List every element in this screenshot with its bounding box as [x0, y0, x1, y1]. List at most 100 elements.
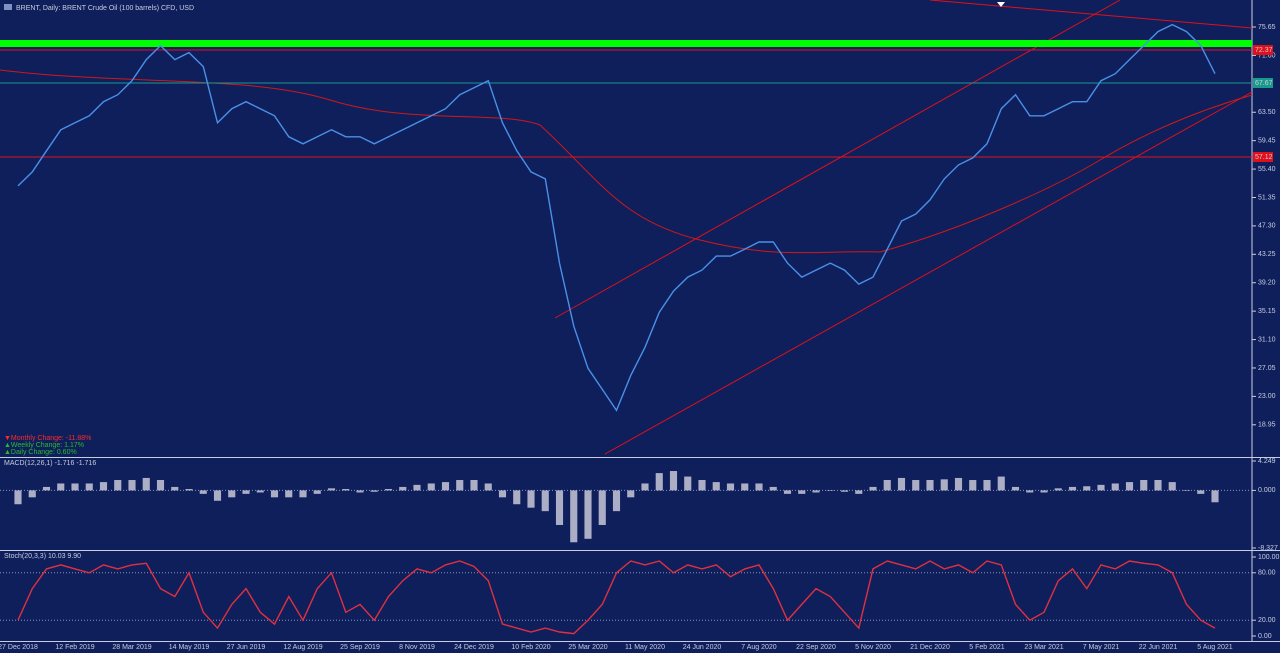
- histogram-bar: [42, 486, 51, 491]
- histogram-bar: [997, 476, 1005, 491]
- histogram-bar: [99, 482, 108, 491]
- symbol-icon: [4, 4, 12, 10]
- histogram-bar: [598, 490, 606, 525]
- x-tick-label: 5 Nov 2020: [855, 644, 891, 651]
- x-tick-label: 25 Sep 2019: [340, 644, 380, 651]
- histogram-bar: [1040, 490, 1048, 493]
- histogram-bar: [199, 490, 207, 494]
- histogram-bar: [1026, 490, 1034, 493]
- histogram-bar: [741, 483, 749, 491]
- histogram-bar: [484, 483, 492, 491]
- x-tick-label: 24 Jun 2020: [683, 644, 722, 651]
- y-tick-label: 0.000: [1258, 487, 1276, 494]
- y-tick-label: 59.45: [1258, 138, 1276, 145]
- histogram-bar: [413, 484, 421, 491]
- histogram-bar: [14, 490, 22, 505]
- histogram-bar: [1182, 490, 1191, 491]
- histogram-bar: [256, 490, 264, 493]
- y-tick-label: 18.95: [1258, 422, 1276, 429]
- x-tick-label: 12 Feb 2019: [55, 644, 94, 651]
- y-tick-label: 27.05: [1258, 365, 1276, 372]
- histogram-bar: [684, 476, 692, 491]
- histogram-bar: [883, 480, 891, 491]
- histogram-bar: [669, 471, 678, 491]
- x-tick-label: 27 Dec 2018: [0, 644, 38, 651]
- histogram-bar: [156, 480, 165, 491]
- histogram-bar: [926, 480, 934, 491]
- histogram-bar: [1097, 484, 1105, 491]
- x-tick-label: 10 Feb 2020: [511, 644, 550, 651]
- histogram-bar: [527, 490, 535, 508]
- chart-title: BRENT, Daily: BRENT Crude Oil (100 barre…: [16, 5, 194, 12]
- histogram-bar: [769, 486, 777, 491]
- histogram-bar: [242, 490, 250, 494]
- histogram-bar: [513, 490, 521, 505]
- histogram-bar: [912, 480, 920, 491]
- histogram-bar: [228, 490, 236, 498]
- annotation: ▲Daily Change: 0.60%: [4, 449, 77, 456]
- x-tick-label: 14 May 2019: [169, 644, 210, 651]
- y-tick-label: 100.00: [1258, 554, 1280, 561]
- histogram-bar: [570, 490, 578, 543]
- histogram-bar: [185, 489, 193, 491]
- x-tick-label: 7 May 2021: [1083, 644, 1120, 651]
- histogram-bar: [627, 490, 635, 498]
- panel-title: MACD(12,26,1) -1.716 -1.716: [4, 460, 96, 467]
- histogram-bar: [285, 490, 293, 498]
- y-tick-label: 63.50: [1258, 109, 1276, 116]
- histogram-bar: [128, 480, 136, 491]
- histogram-bar: [142, 477, 150, 491]
- histogram-bar: [327, 488, 336, 491]
- x-tick-label: 7 Aug 2020: [741, 644, 777, 651]
- y-tick-label: 80.00: [1258, 570, 1276, 577]
- histogram-bar: [584, 490, 592, 539]
- histogram-bar: [114, 480, 122, 491]
- level-label: 57.12: [1255, 154, 1273, 161]
- histogram-bar: [1125, 482, 1134, 491]
- histogram-bar: [755, 483, 763, 491]
- y-tick-label: 4.249: [1258, 458, 1276, 465]
- histogram-bar: [983, 480, 991, 491]
- y-tick-label: 20.00: [1258, 617, 1276, 624]
- y-tick-label: 35.15: [1258, 308, 1276, 315]
- histogram-bar: [399, 486, 407, 491]
- level-label: 72.37: [1255, 47, 1273, 54]
- histogram-bar: [342, 489, 350, 491]
- histogram-bar: [441, 482, 450, 491]
- histogram-bar: [313, 490, 321, 494]
- histogram-bar: [726, 483, 735, 491]
- histogram-bar: [427, 483, 435, 491]
- histogram-bar: [57, 483, 65, 491]
- annotation: ▲Weekly Change: 1.17%: [4, 442, 84, 449]
- level-label: 67.67: [1255, 80, 1273, 87]
- histogram-bar: [555, 490, 564, 525]
- histogram-bar: [370, 490, 378, 492]
- x-tick-label: 27 Jun 2019: [227, 644, 266, 651]
- y-tick-label: 55.40: [1258, 166, 1276, 173]
- x-tick-label: 24 Dec 2019: [454, 644, 494, 651]
- trend-line: [929, 0, 1253, 29]
- y-tick-label: 75.65: [1258, 24, 1276, 31]
- annotation: ▼Monthly Change: -11.88%: [4, 435, 91, 442]
- x-tick-label: 25 Mar 2020: [568, 644, 607, 651]
- histogram-bar: [783, 490, 792, 494]
- histogram-bar: [897, 477, 906, 491]
- x-tick-label: 22 Sep 2020: [796, 644, 836, 651]
- histogram-bar: [470, 480, 478, 491]
- histogram-bar: [213, 490, 222, 501]
- histogram-bar: [655, 473, 663, 491]
- histogram-bar: [299, 490, 307, 498]
- x-tick-label: 11 May 2020: [625, 644, 665, 651]
- histogram-bar: [812, 490, 820, 493]
- histogram-bar: [712, 482, 720, 491]
- data-line: [17, 560, 1216, 635]
- y-tick-label: 39.20: [1258, 280, 1276, 287]
- y-tick-label: 23.00: [1258, 393, 1276, 400]
- marker: [997, 2, 1005, 7]
- x-tick-label: 23 Mar 2021: [1024, 644, 1063, 651]
- y-tick-label: 71.60: [1258, 52, 1276, 59]
- histogram-bar: [1211, 490, 1219, 503]
